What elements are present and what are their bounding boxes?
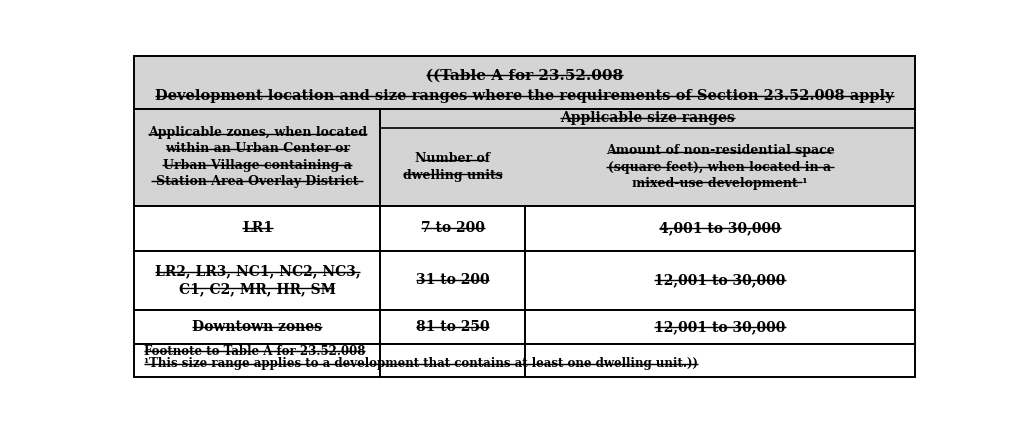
Text: Number of
dwelling units: Number of dwelling units xyxy=(402,152,503,182)
Bar xyxy=(380,109,915,206)
Bar xyxy=(380,206,525,251)
Text: 4,001 to 30,000: 4,001 to 30,000 xyxy=(659,221,781,235)
Bar xyxy=(524,344,915,377)
Text: ¹This size range applies to a development that contains at least one dwelling un: ¹This size range applies to a developmen… xyxy=(143,357,698,370)
Text: 12,001 to 30,000: 12,001 to 30,000 xyxy=(654,320,785,334)
Bar xyxy=(134,251,380,310)
Bar xyxy=(380,251,525,310)
Text: LR1: LR1 xyxy=(242,221,272,235)
Text: 81 to 250: 81 to 250 xyxy=(416,320,489,334)
Text: 12,001 to 30,000: 12,001 to 30,000 xyxy=(654,273,785,287)
Text: Footnote to Table A for 23.52.008: Footnote to Table A for 23.52.008 xyxy=(143,344,366,358)
Bar xyxy=(134,310,380,344)
Text: LR2, LR3, NC1, NC2, NC3,
C1, C2, MR, HR, SM: LR2, LR3, NC1, NC2, NC3, C1, C2, MR, HR,… xyxy=(155,265,360,296)
Bar xyxy=(134,57,915,109)
Text: Amount of non-residential space
(square feet), when located in a
mixed-use devel: Amount of non-residential space (square … xyxy=(605,144,835,190)
Text: 7 to 200: 7 to 200 xyxy=(421,221,484,235)
Text: Downtown zones: Downtown zones xyxy=(193,320,323,334)
Bar xyxy=(524,251,915,310)
Text: ((Table A for 23.52.008: ((Table A for 23.52.008 xyxy=(426,68,624,82)
Bar xyxy=(134,206,380,251)
Bar xyxy=(134,344,380,377)
Bar xyxy=(524,206,915,251)
Text: Applicable size ranges: Applicable size ranges xyxy=(560,111,735,125)
Bar xyxy=(134,109,380,206)
Text: 31 to 200: 31 to 200 xyxy=(416,273,489,287)
Bar xyxy=(380,344,525,377)
Bar xyxy=(524,310,915,344)
Text: Development location and size ranges where the requirements of Section 23.52.008: Development location and size ranges whe… xyxy=(156,89,894,103)
Bar xyxy=(380,310,525,344)
Text: Applicable zones, when located
within an Urban Center or
Urban Village containin: Applicable zones, when located within an… xyxy=(147,126,367,188)
